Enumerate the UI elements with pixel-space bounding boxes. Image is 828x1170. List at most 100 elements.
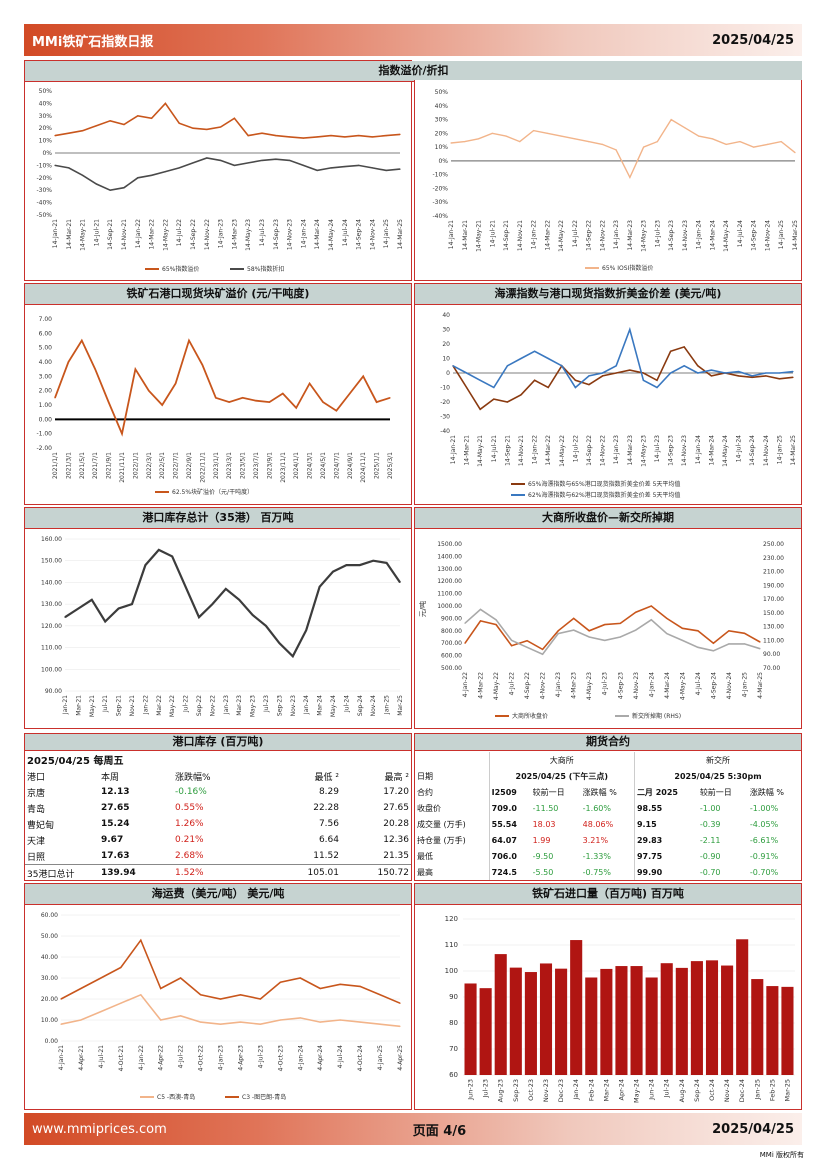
legend-label: 62.5%块矿溢价（元/干吨度） bbox=[172, 488, 253, 496]
data-point bbox=[335, 410, 337, 412]
x-tick-label: 14-Mar-23 bbox=[627, 220, 634, 251]
x-tick-label: Feb-25 bbox=[768, 1079, 776, 1101]
legend-label: 62%海漂指数与62%港口现货指数折美金价差 5天平均值 bbox=[528, 491, 680, 499]
data-point bbox=[546, 132, 548, 134]
data-point bbox=[289, 159, 291, 162]
y2-tick-label: 110.00 bbox=[763, 637, 784, 644]
panel-title-dce-sgx: 大商所收盘价—新交所掉期 bbox=[415, 508, 801, 529]
data-point bbox=[199, 1021, 202, 1023]
y-tick-label: 40.00 bbox=[41, 954, 58, 961]
legend-label: 大商所收盘价 bbox=[512, 712, 548, 720]
x-tick-label: 14-May-24 bbox=[328, 219, 335, 251]
data-point bbox=[466, 372, 468, 374]
y-tick-label: 60.00 bbox=[41, 912, 58, 919]
data-point bbox=[77, 607, 79, 610]
x-tick-label: 14-Nov-23 bbox=[287, 219, 294, 250]
x-tick-label: 2022/5/1 bbox=[159, 452, 166, 479]
x-tick-label: 14-Jan-22 bbox=[135, 219, 142, 248]
data-point bbox=[228, 401, 230, 403]
futures-row-label: 收盘价 bbox=[417, 803, 441, 813]
x-tick-label: 2022/11/1 bbox=[199, 452, 206, 483]
legend-label: 65% IOSI指数溢价 bbox=[602, 264, 653, 272]
data-point bbox=[345, 564, 347, 566]
x-tick-label: Dec-23 bbox=[557, 1079, 565, 1102]
x-tick-label: 14-Nov-22 bbox=[599, 220, 606, 251]
x-tick-label: 4-Apr-23 bbox=[237, 1045, 244, 1071]
report-title: MMi铁矿石指数日报 bbox=[32, 34, 154, 50]
x-tick-label: Mar-21 bbox=[75, 695, 82, 716]
data-point bbox=[238, 599, 240, 601]
data-point bbox=[399, 1002, 401, 1004]
inventory-row: 35港口总计 139.94 1.52% 105.01 150.72 bbox=[25, 864, 411, 882]
x-tick-label: 14-Nov-22 bbox=[600, 435, 607, 466]
inventory-col-chg: 涨跌幅% bbox=[175, 772, 211, 783]
data-point bbox=[225, 588, 227, 590]
x-tick-label: Jul-24 bbox=[343, 695, 350, 713]
data-point bbox=[242, 397, 244, 399]
data-point bbox=[60, 1023, 62, 1025]
data-point bbox=[792, 376, 794, 378]
data-point bbox=[68, 132, 70, 134]
futures-label-contract: 合约 bbox=[417, 787, 433, 797]
series-line bbox=[54, 338, 391, 437]
x-tick-label: 14-Nov-24 bbox=[764, 220, 771, 251]
data-point bbox=[120, 966, 122, 969]
data-point bbox=[109, 120, 111, 122]
x-tick-label: Dec-24 bbox=[738, 1079, 746, 1102]
series-line bbox=[464, 605, 761, 651]
x-tick-label: 14-Mar-25 bbox=[792, 220, 799, 251]
data-point bbox=[635, 629, 637, 631]
futures-sgx-cell: -0.70 bbox=[699, 867, 721, 877]
x-tick-label: 4-May-24 bbox=[679, 672, 686, 700]
x-tick-label: 14-Jul-21 bbox=[93, 219, 100, 246]
data-point bbox=[602, 375, 604, 377]
data-point bbox=[261, 132, 263, 134]
y-tick-label: 6.00 bbox=[39, 330, 53, 337]
inventory-cell-chg: 0.21% bbox=[175, 835, 204, 845]
x-tick-label: Sep-23 bbox=[276, 695, 283, 716]
data-point bbox=[601, 143, 603, 145]
y-tick-label: 30% bbox=[39, 113, 53, 120]
data-point bbox=[330, 167, 332, 169]
y-tick-label: 160.00 bbox=[41, 536, 62, 543]
data-point bbox=[794, 152, 796, 154]
futures-dce-cell: 55.54 bbox=[488, 816, 531, 832]
data-point bbox=[670, 350, 672, 352]
footer-website[interactable]: www.mmiprices.com bbox=[32, 1121, 167, 1137]
data-point bbox=[495, 619, 497, 621]
data-point bbox=[751, 376, 753, 378]
x-tick-label: 14-Mar-22 bbox=[149, 219, 156, 250]
x-tick-label: 14-Mar-21 bbox=[462, 220, 469, 251]
data-point bbox=[738, 370, 740, 373]
x-tick-label: 14-Sep-22 bbox=[586, 435, 593, 466]
inventory-cell-chg: 1.52% bbox=[175, 868, 204, 878]
x-tick-label: Jan-22 bbox=[142, 695, 149, 715]
data-point bbox=[54, 164, 56, 166]
data-point bbox=[64, 616, 66, 618]
y-tick-label: 600.00 bbox=[441, 653, 462, 660]
x-tick-label: 2021/1/1 bbox=[52, 452, 59, 479]
data-point bbox=[344, 166, 346, 168]
legend-label: 65%海漂指数与65%港口现货指数折美金价差 5天平均值 bbox=[528, 480, 680, 488]
y-tick-label: 700.00 bbox=[441, 640, 462, 647]
data-point bbox=[158, 549, 160, 551]
legend-label: 65%指数溢价 bbox=[162, 265, 199, 273]
futures-dce-cell: 48.06% bbox=[582, 819, 614, 829]
x-tick-label: 14-Mar-21 bbox=[66, 219, 73, 250]
x-tick-label: 14-Nov-21 bbox=[517, 220, 524, 251]
x-tick-label: Jan-24 bbox=[572, 1079, 580, 1101]
data-point bbox=[259, 998, 262, 1000]
panel-title-futures: 期货合约 bbox=[415, 734, 801, 751]
inventory-cell-port: 曹妃甸 bbox=[27, 820, 55, 831]
y-tick-label: 110 bbox=[445, 941, 458, 949]
data-point bbox=[684, 127, 686, 129]
futures-sgx-cell: -1.00 bbox=[699, 803, 721, 813]
x-tick-label: 4-Apr-24 bbox=[317, 1045, 324, 1071]
data-point bbox=[520, 357, 522, 360]
data-point bbox=[629, 328, 631, 331]
data-point bbox=[778, 372, 780, 374]
y-tick-label: 0% bbox=[42, 150, 52, 157]
futures-dce-cell: 64.07 bbox=[488, 832, 531, 848]
x-tick-label: 14-Mar-22 bbox=[545, 435, 552, 466]
chart-port-inventory-total: 160.00 150.00 140.00 130.00 120.00 110.00 100.… bbox=[41, 536, 404, 717]
